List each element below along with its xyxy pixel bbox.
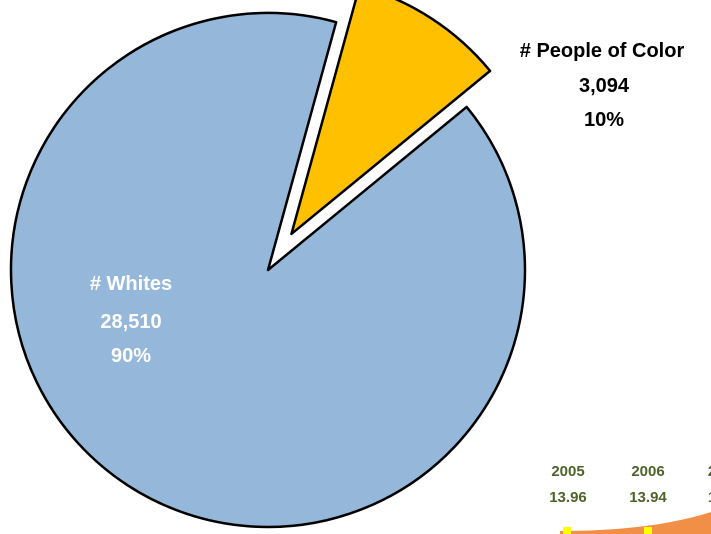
area-x-label: 2006 — [631, 463, 664, 480]
slice-label-count: 28,510 — [100, 311, 161, 333]
pie-slice-whites — [9, 11, 527, 529]
slice-label-name: # People of Color — [520, 40, 685, 62]
area-point-marker — [644, 527, 652, 534]
pie-slice-people-of-color — [290, 0, 492, 236]
slice-label-name: # Whites — [90, 273, 172, 295]
area-value-label: 1 — [708, 489, 711, 506]
area-chart-fragment: 2005 13.96 2006 13.94 2 1 — [549, 463, 711, 534]
area-x-label: 2005 — [551, 463, 584, 480]
area-value-label: 13.96 — [549, 489, 587, 506]
slice-label-count: 3,094 — [579, 75, 630, 97]
area-value-label: 13.94 — [629, 489, 667, 506]
area-point-marker — [563, 527, 571, 534]
pie-chart: # Whites 28,510 90% # People of Color 3,094 1… — [9, 0, 685, 529]
slice-label-percent: 90% — [111, 345, 151, 367]
area-series-fill — [560, 512, 711, 534]
area-x-label: 2 — [708, 463, 711, 480]
slice-label-percent: 10% — [584, 109, 624, 131]
